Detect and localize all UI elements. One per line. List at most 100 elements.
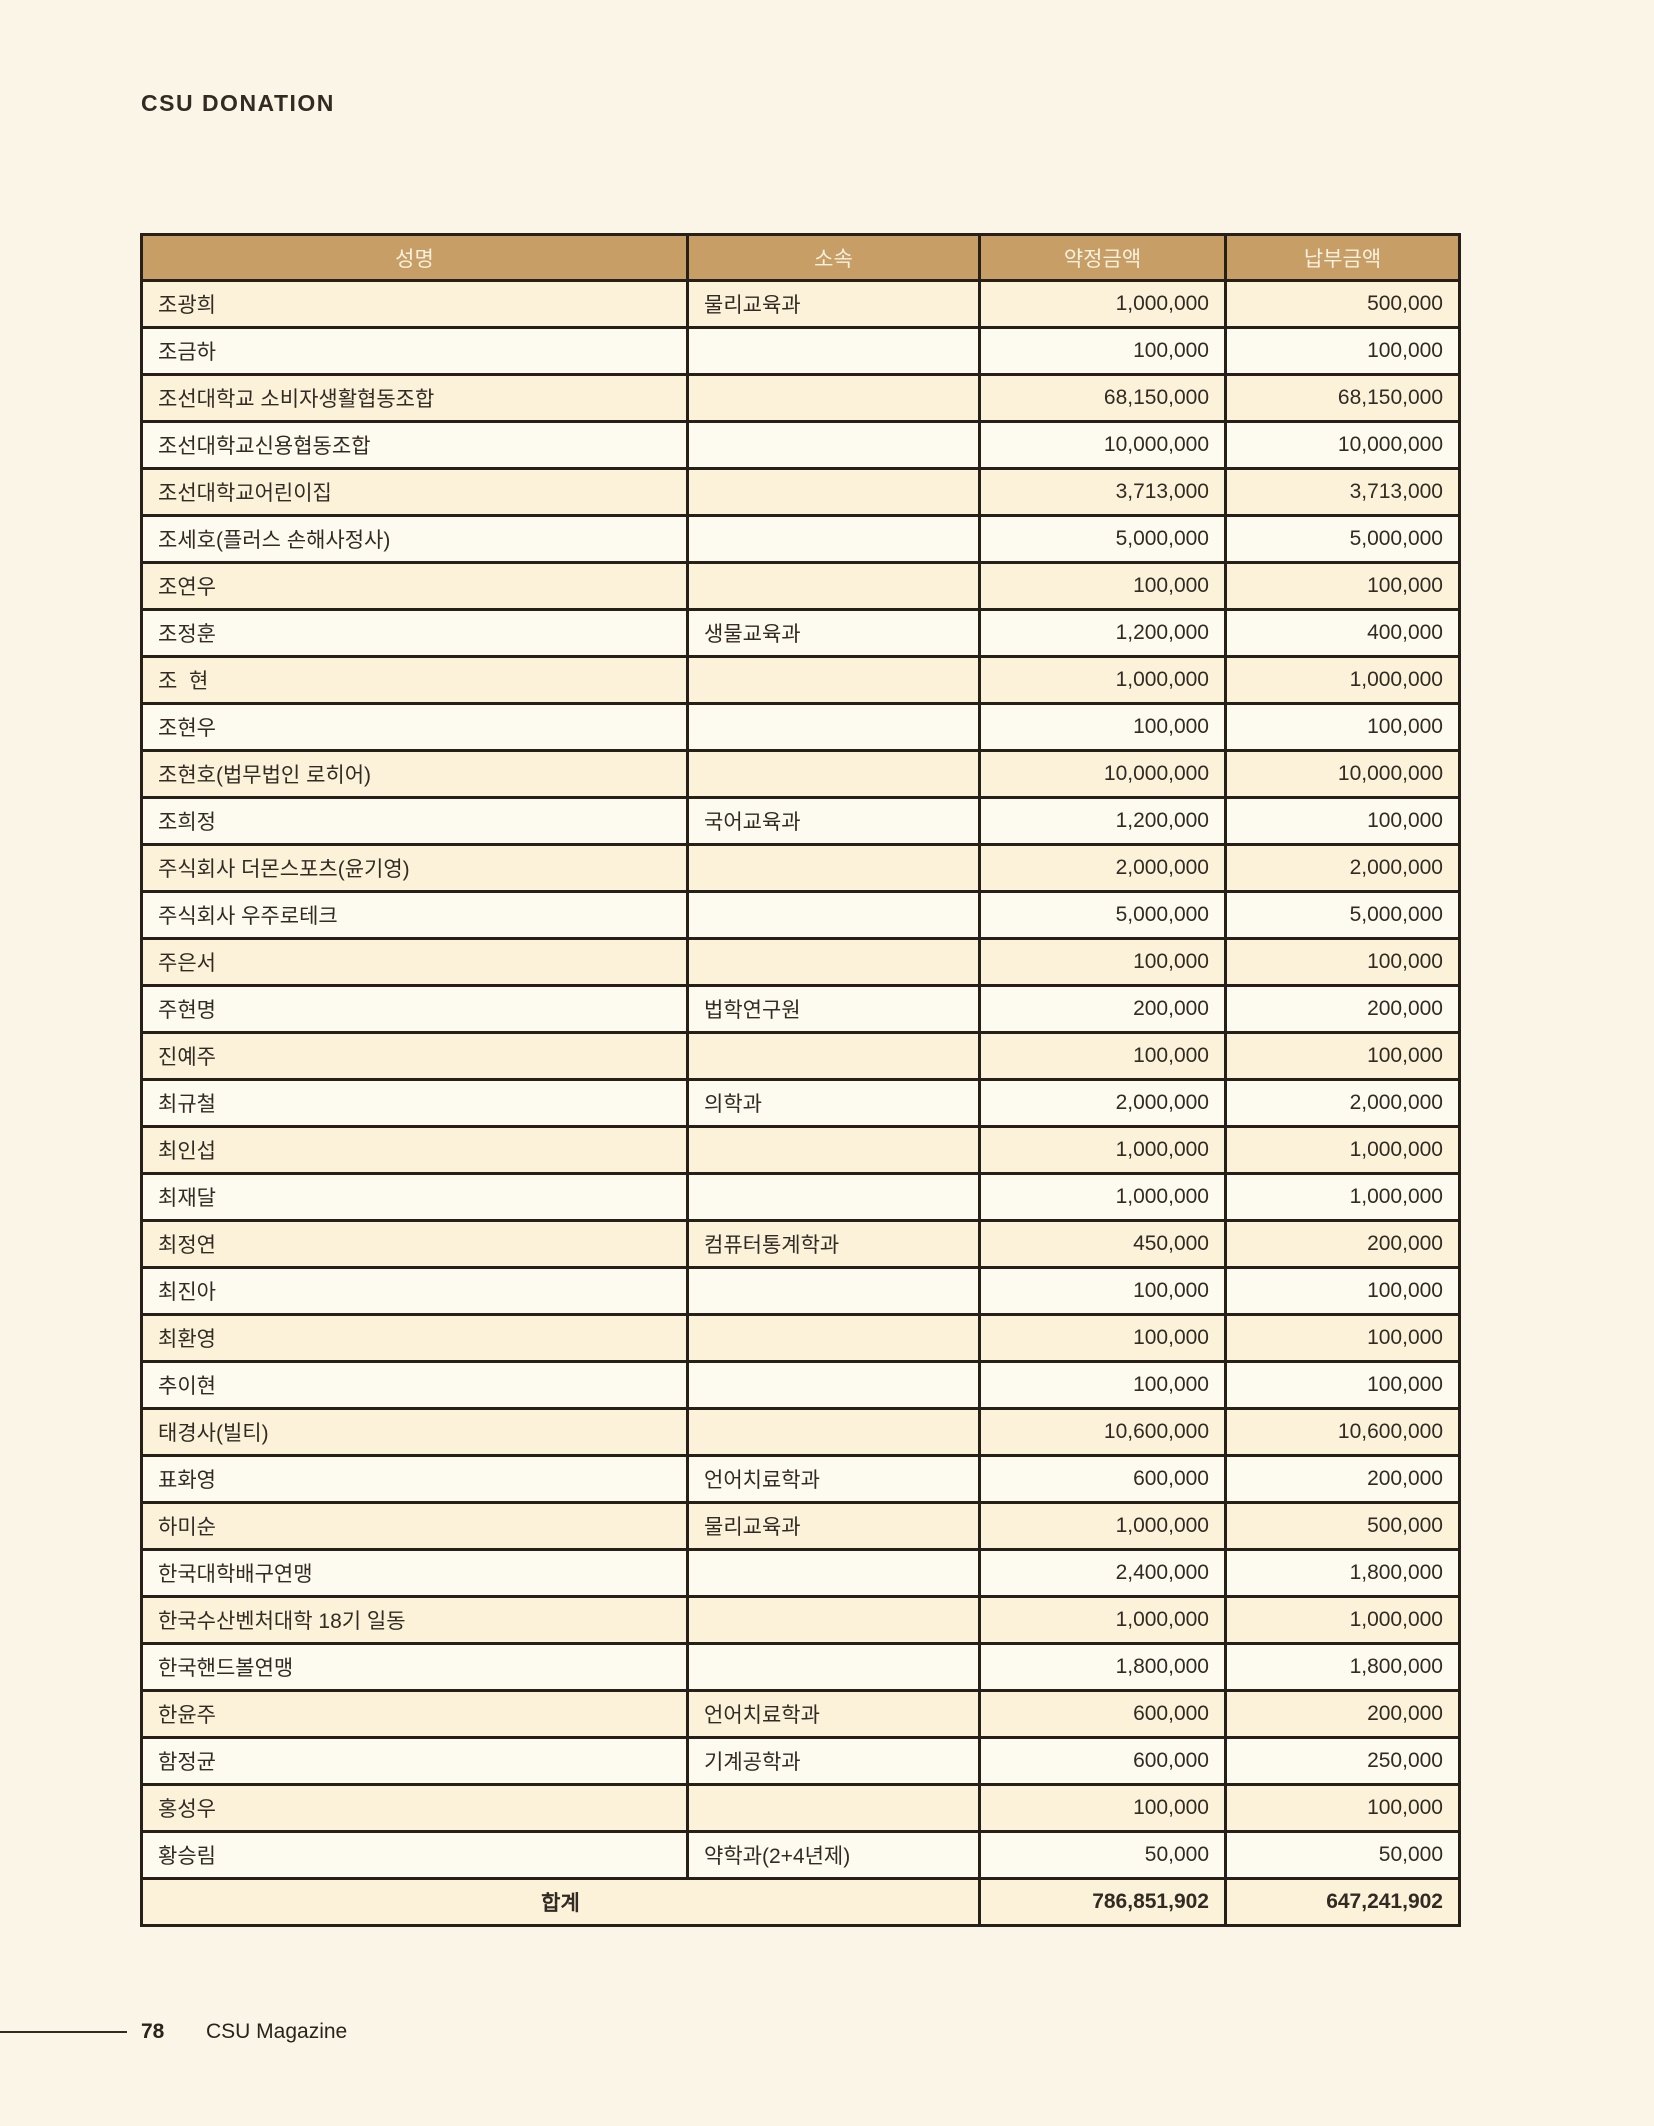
cell-name: 조현우 (140, 702, 689, 752)
table-row: 한국수산벤처대학 18기 일동 1,000,000 1,000,000 (140, 1595, 1461, 1645)
cell-pledged-amount: 2,400,000 (978, 1548, 1227, 1598)
cell-affiliation: 기계공학과 (686, 1736, 981, 1786)
cell-name: 조선대학교어린이집 (140, 467, 689, 517)
cell-affiliation (686, 1313, 981, 1363)
cell-paid-amount: 100,000 (1224, 1783, 1461, 1833)
cell-name: 조세호(플러스 손해사정사) (140, 514, 689, 564)
cell-paid-amount: 500,000 (1224, 1501, 1461, 1551)
table-row: 최규철 의학과 2,000,000 2,000,000 (140, 1078, 1461, 1128)
cell-name: 최재달 (140, 1172, 689, 1222)
table-row: 함정균 기계공학과 600,000 250,000 (140, 1736, 1461, 1786)
cell-pledged-amount: 1,200,000 (978, 608, 1227, 658)
cell-paid-amount: 200,000 (1224, 1454, 1461, 1504)
cell-affiliation (686, 1783, 981, 1833)
cell-pledged-amount: 50,000 (978, 1830, 1227, 1880)
cell-affiliation: 약학과(2+4년제) (686, 1830, 981, 1880)
header-row: 성명 소속 약정금액 납부금액 (140, 233, 1461, 282)
table-row: 최환영 100,000 100,000 (140, 1313, 1461, 1363)
cell-name: 주식회사 더몬스포츠(윤기영) (140, 843, 689, 893)
cell-pledged-amount: 100,000 (978, 1031, 1227, 1081)
cell-affiliation (686, 326, 981, 376)
cell-affiliation (686, 514, 981, 564)
cell-paid-amount: 5,000,000 (1224, 514, 1461, 564)
cell-name: 조선대학교 소비자생활협동조합 (140, 373, 689, 423)
table-row: 최인섭 1,000,000 1,000,000 (140, 1125, 1461, 1175)
cell-name: 최진아 (140, 1266, 689, 1316)
cell-name: 태경사(빌티) (140, 1407, 689, 1457)
total-label: 합계 (140, 1877, 981, 1927)
table-row: 태경사(빌티) 10,600,000 10,600,000 (140, 1407, 1461, 1457)
cell-pledged-amount: 3,713,000 (978, 467, 1227, 517)
cell-pledged-amount: 600,000 (978, 1689, 1227, 1739)
cell-pledged-amount: 1,000,000 (978, 279, 1227, 329)
cell-name: 최인섭 (140, 1125, 689, 1175)
cell-affiliation (686, 1360, 981, 1410)
cell-pledged-amount: 600,000 (978, 1736, 1227, 1786)
cell-pledged-amount: 2,000,000 (978, 1078, 1227, 1128)
cell-affiliation (686, 1642, 981, 1692)
cell-name: 조희정 (140, 796, 689, 846)
table-row: 조정훈 생물교육과 1,200,000 400,000 (140, 608, 1461, 658)
cell-name: 주현명 (140, 984, 689, 1034)
cell-paid-amount: 5,000,000 (1224, 890, 1461, 940)
cell-paid-amount: 10,000,000 (1224, 420, 1461, 470)
cell-paid-amount: 100,000 (1224, 561, 1461, 611)
cell-name: 조선대학교신용협동조합 (140, 420, 689, 470)
table-row: 조연우 100,000 100,000 (140, 561, 1461, 611)
table-row: 한국대학배구연맹 2,400,000 1,800,000 (140, 1548, 1461, 1598)
cell-affiliation (686, 1172, 981, 1222)
table-row: 조광희 물리교육과 1,000,000 500,000 (140, 279, 1461, 329)
cell-pledged-amount: 200,000 (978, 984, 1227, 1034)
table-row: 조세호(플러스 손해사정사) 5,000,000 5,000,000 (140, 514, 1461, 564)
cell-paid-amount: 50,000 (1224, 1830, 1461, 1880)
cell-name: 표화영 (140, 1454, 689, 1504)
cell-affiliation (686, 1266, 981, 1316)
cell-pledged-amount: 10,000,000 (978, 420, 1227, 470)
cell-paid-amount: 250,000 (1224, 1736, 1461, 1786)
cell-pledged-amount: 1,000,000 (978, 655, 1227, 705)
column-header-affiliation: 소속 (686, 233, 981, 282)
cell-affiliation: 컴퓨터통계학과 (686, 1219, 981, 1269)
cell-affiliation: 언어치료학과 (686, 1454, 981, 1504)
cell-name: 조연우 (140, 561, 689, 611)
cell-paid-amount: 100,000 (1224, 702, 1461, 752)
cell-pledged-amount: 68,150,000 (978, 373, 1227, 423)
cell-paid-amount: 200,000 (1224, 984, 1461, 1034)
cell-name: 한국대학배구연맹 (140, 1548, 689, 1598)
cell-affiliation: 언어치료학과 (686, 1689, 981, 1739)
cell-pledged-amount: 100,000 (978, 1313, 1227, 1363)
table-row: 조현우 100,000 100,000 (140, 702, 1461, 752)
cell-name: 한윤주 (140, 1689, 689, 1739)
cell-paid-amount: 200,000 (1224, 1689, 1461, 1739)
cell-affiliation (686, 1548, 981, 1598)
cell-paid-amount: 1,800,000 (1224, 1642, 1461, 1692)
table-row: 조선대학교어린이집 3,713,000 3,713,000 (140, 467, 1461, 517)
cell-paid-amount: 100,000 (1224, 326, 1461, 376)
cell-paid-amount: 100,000 (1224, 1266, 1461, 1316)
table-row: 주현명 법학연구원 200,000 200,000 (140, 984, 1461, 1034)
cell-pledged-amount: 100,000 (978, 561, 1227, 611)
cell-name: 최정연 (140, 1219, 689, 1269)
footer-rule (0, 2031, 127, 2033)
table-row: 한국핸드볼연맹 1,800,000 1,800,000 (140, 1642, 1461, 1692)
cell-paid-amount: 1,000,000 (1224, 1595, 1461, 1645)
cell-affiliation (686, 655, 981, 705)
cell-name: 조정훈 (140, 608, 689, 658)
cell-affiliation (686, 749, 981, 799)
cell-paid-amount: 200,000 (1224, 1219, 1461, 1269)
total-paid-amount: 647,241,902 (1224, 1877, 1461, 1927)
cell-paid-amount: 100,000 (1224, 937, 1461, 987)
table-row: 조선대학교신용협동조합 10,000,000 10,000,000 (140, 420, 1461, 470)
table-row: 최진아 100,000 100,000 (140, 1266, 1461, 1316)
cell-paid-amount: 10,000,000 (1224, 749, 1461, 799)
cell-affiliation (686, 561, 981, 611)
table-row: 주식회사 우주로테크 5,000,000 5,000,000 (140, 890, 1461, 940)
cell-paid-amount: 2,000,000 (1224, 843, 1461, 893)
total-row: 합계 786,851,902 647,241,902 (140, 1877, 1461, 1927)
cell-affiliation (686, 420, 981, 470)
cell-affiliation (686, 1125, 981, 1175)
cell-paid-amount: 100,000 (1224, 1360, 1461, 1410)
cell-affiliation (686, 843, 981, 893)
column-header-name: 성명 (140, 233, 689, 282)
